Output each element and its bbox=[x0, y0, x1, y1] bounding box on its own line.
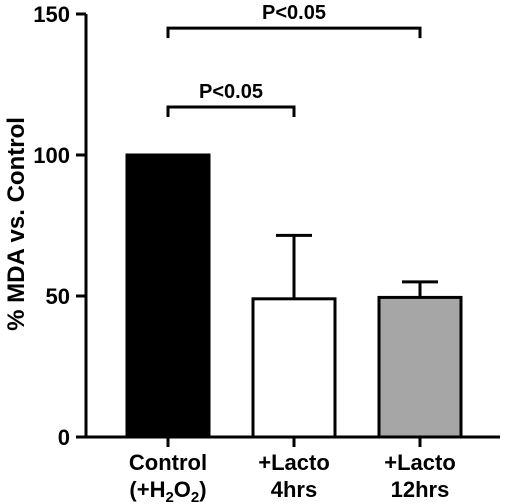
significance-label-1: P<0.05 bbox=[262, 2, 326, 24]
x-tick-label-0-line1: Control bbox=[129, 450, 207, 475]
significance-label-0: P<0.05 bbox=[199, 81, 263, 103]
y-axis-label: % MDA vs. Control bbox=[3, 117, 30, 331]
y-tick-label-50: 50 bbox=[46, 284, 70, 309]
y-tick-label-0: 0 bbox=[58, 425, 70, 450]
label-text: 4hrs bbox=[271, 477, 317, 502]
subscript: 2 bbox=[191, 489, 199, 504]
label-text: 12hrs bbox=[391, 477, 450, 502]
x-tick-label-0-line2: (+H2O2) bbox=[129, 477, 206, 504]
bar-1 bbox=[251, 297, 337, 439]
subscript: 2 bbox=[165, 489, 173, 504]
significance-brackets: P<0.05 P<0.05 bbox=[166, 2, 422, 118]
bar-2 bbox=[377, 295, 463, 439]
label-text: ) bbox=[199, 477, 206, 502]
label-text: (+H bbox=[129, 477, 165, 502]
x-tick-label-2-line1: +Lacto bbox=[384, 450, 456, 475]
x-tick-label-1-line2: 4hrs bbox=[271, 477, 317, 502]
label-text: O bbox=[174, 477, 191, 502]
bars bbox=[125, 153, 463, 439]
significance-bracket-1 bbox=[166, 26, 422, 39]
bar-0 bbox=[125, 153, 211, 439]
x-tick-label-1-line1: +Lacto bbox=[258, 450, 330, 475]
significance-bracket-0 bbox=[166, 105, 296, 118]
y-tick-label-150: 150 bbox=[33, 2, 70, 27]
y-tick-label-100: 100 bbox=[33, 143, 70, 168]
error-bars bbox=[276, 233, 438, 299]
x-tick-label-2-line2: 12hrs bbox=[391, 477, 450, 502]
